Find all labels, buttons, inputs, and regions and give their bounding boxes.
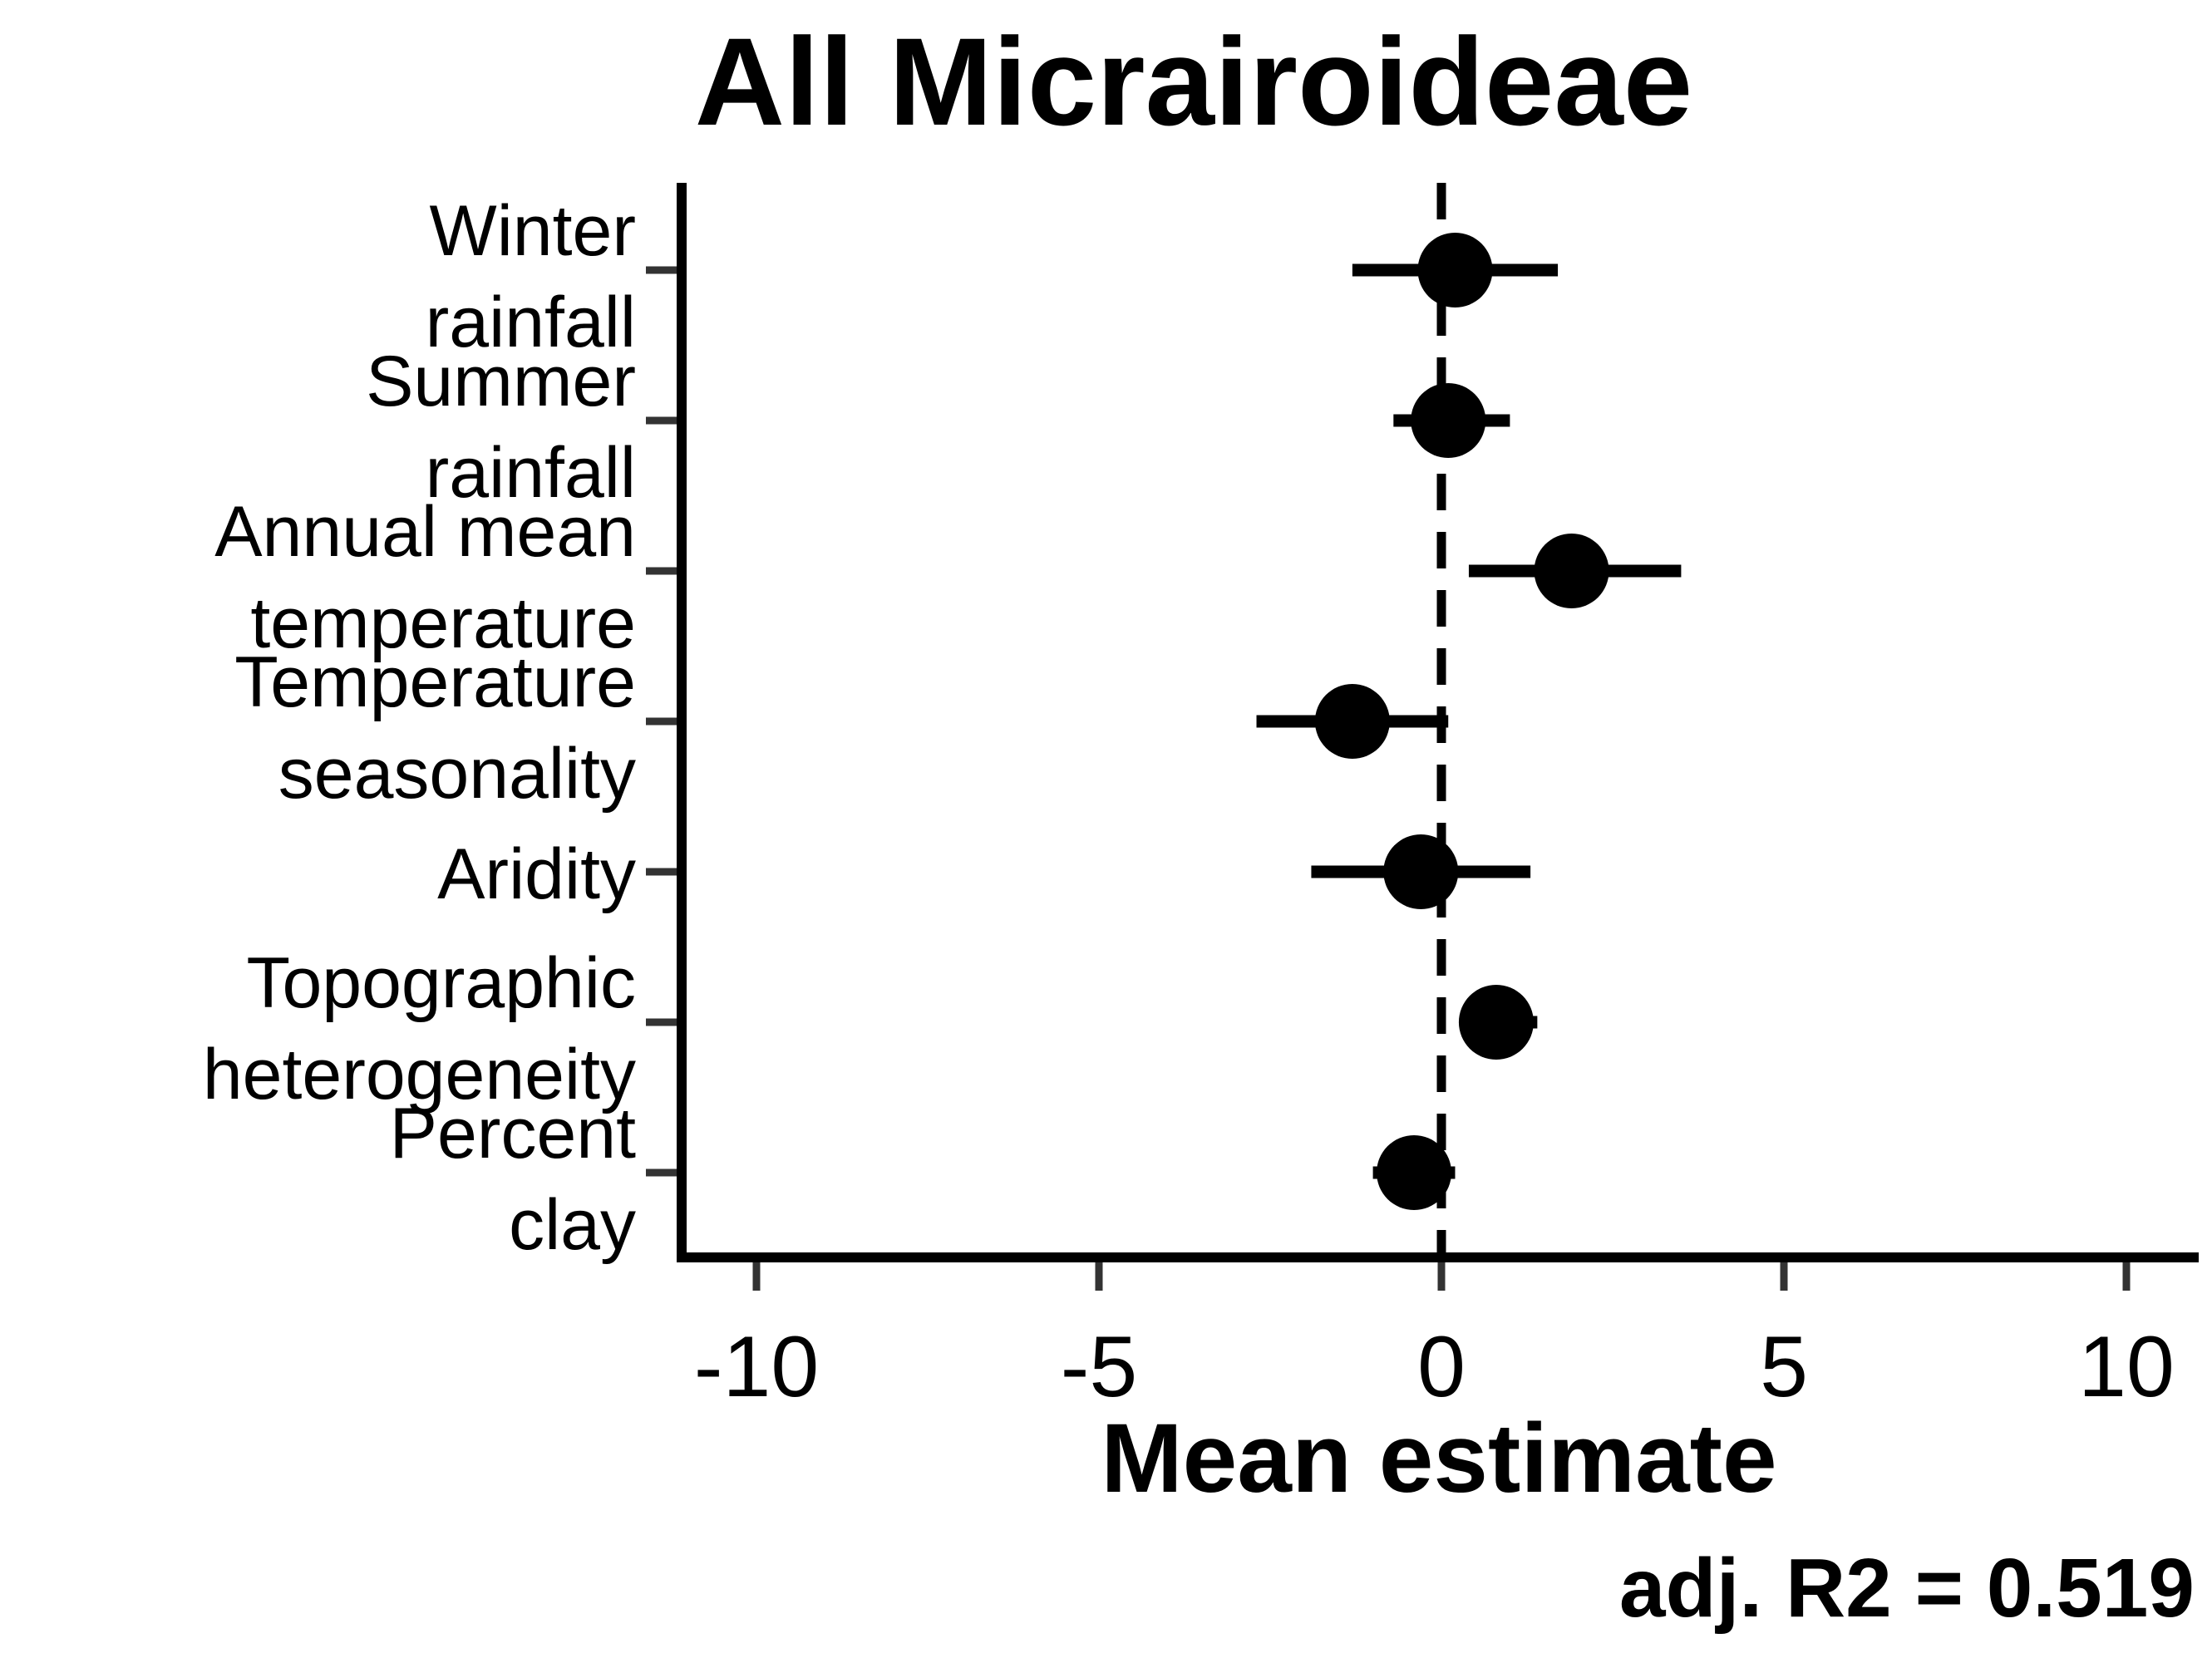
estimate-point bbox=[1383, 834, 1459, 909]
r2-annotation: adj. R2 = 0.519 bbox=[1619, 1542, 2195, 1635]
y-tick-label: Annual mean temperature bbox=[214, 492, 636, 663]
y-tick-label: Topographic heterogeneity bbox=[203, 943, 636, 1114]
x-axis-title: Mean estimate bbox=[1101, 1404, 1776, 1513]
y-tick-label: Temperature seasonality bbox=[234, 642, 636, 814]
y-tick-label: Aridity bbox=[437, 834, 636, 914]
x-tick-label: -5 bbox=[1061, 1319, 1137, 1415]
estimate-point bbox=[1458, 985, 1534, 1060]
estimate-point bbox=[1411, 383, 1486, 458]
x-tick-label: 5 bbox=[1760, 1319, 1808, 1415]
estimate-point bbox=[1314, 684, 1390, 759]
estimate-point bbox=[1534, 534, 1609, 608]
x-tick-label: 10 bbox=[2078, 1319, 2175, 1415]
estimate-point bbox=[1377, 1135, 1452, 1210]
chart-title: All Micrairoideae bbox=[695, 12, 1692, 151]
y-tick-label: Summer rainfall bbox=[366, 342, 636, 513]
x-tick-label: 0 bbox=[1417, 1319, 1466, 1415]
x-tick-label: -10 bbox=[694, 1319, 819, 1415]
y-tick-label: Percent clay bbox=[390, 1094, 636, 1265]
y-tick-label: Winter rainfall bbox=[426, 191, 636, 362]
estimate-point bbox=[1417, 233, 1493, 307]
